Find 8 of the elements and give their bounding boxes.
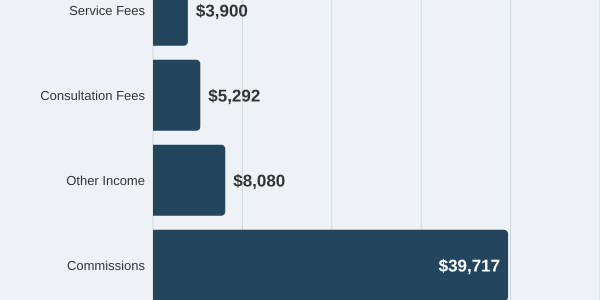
data-label: $39,717 xyxy=(438,256,500,276)
y-tick-label: Consultation Fees xyxy=(40,88,146,104)
data-label: $8,080 xyxy=(233,171,286,190)
y-tick-label: Service Fees xyxy=(69,3,146,18)
data-label: $3,900 xyxy=(196,1,248,20)
y-tick-label: Other Income xyxy=(66,173,145,188)
data-label: $5,292 xyxy=(208,86,260,106)
y-tick-label: Commissions xyxy=(66,258,146,274)
